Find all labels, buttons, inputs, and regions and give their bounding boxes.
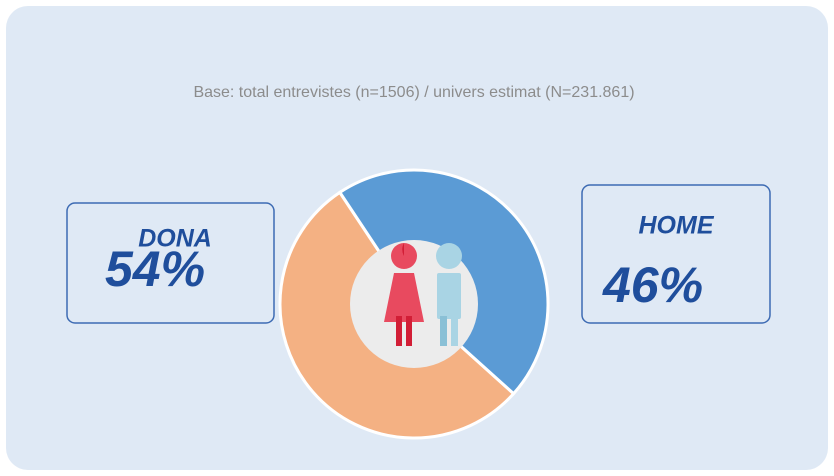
- value-label: 46%: [602, 257, 703, 313]
- label-box: [581, 184, 771, 324]
- woman-icon: [384, 243, 424, 346]
- label-box: [66, 202, 275, 324]
- category-label: HOME: [639, 212, 715, 240]
- category-label: DONA: [138, 225, 212, 253]
- chart-subtitle: Base: total entrevistes (n=1506) / unive…: [193, 84, 634, 101]
- value-label: 54%: [105, 241, 205, 297]
- man-icon: [436, 243, 462, 346]
